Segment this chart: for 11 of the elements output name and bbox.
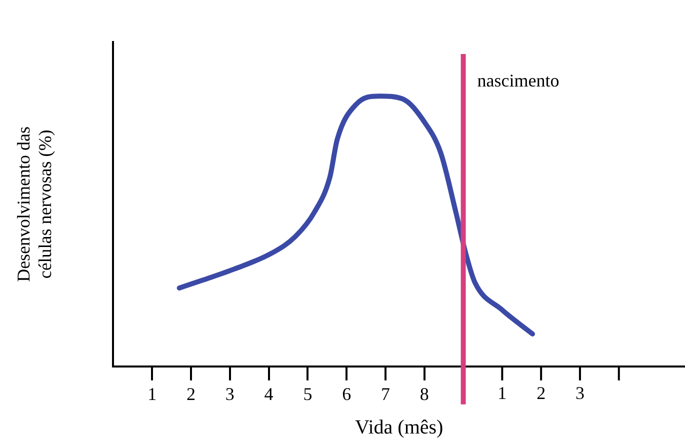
x-tick-label: 1 bbox=[148, 384, 157, 404]
y-axis-title: Desenvolvimento das células nervosas (%) bbox=[14, 126, 56, 282]
x-tick-label: 6 bbox=[342, 384, 352, 404]
x-tick-label: 7 bbox=[380, 384, 390, 404]
x-tick-label: 4 bbox=[264, 384, 274, 404]
x-tick-label: 2 bbox=[186, 384, 196, 404]
x-tick-label: 8 bbox=[420, 384, 429, 404]
ref-line-label: nascimento bbox=[477, 70, 560, 91]
x-tick-label: 5 bbox=[303, 384, 312, 404]
x-axis-title: Vida (mês) bbox=[354, 416, 444, 438]
x-tick-label: 3 bbox=[225, 384, 234, 404]
